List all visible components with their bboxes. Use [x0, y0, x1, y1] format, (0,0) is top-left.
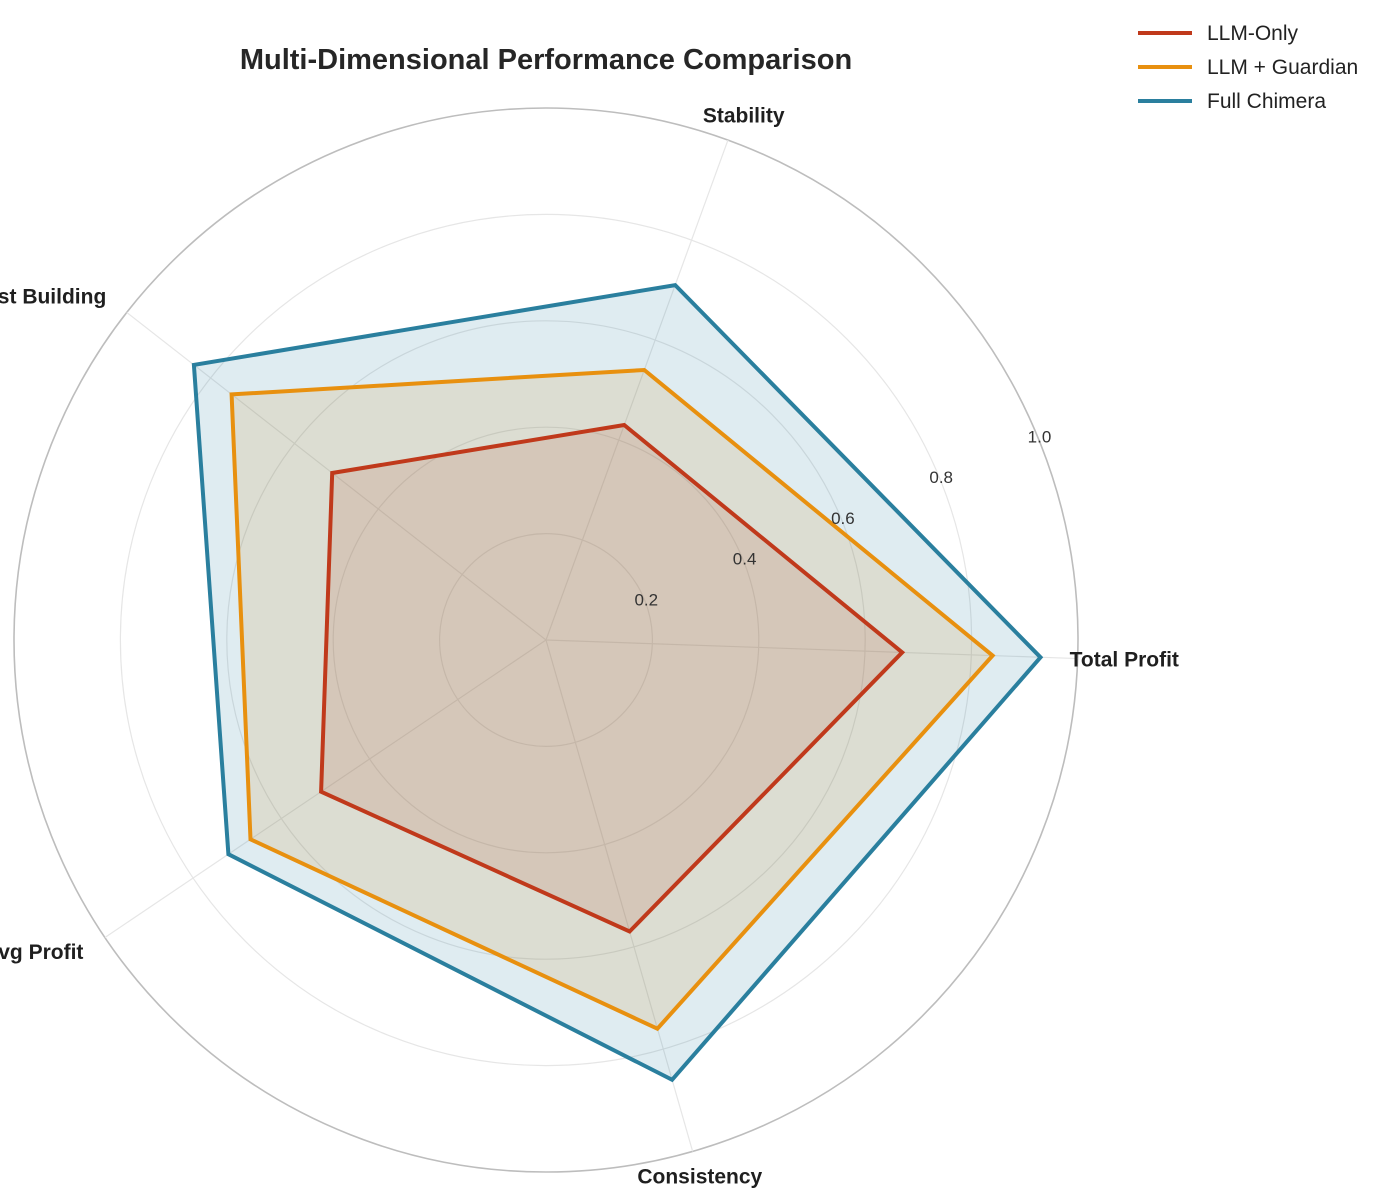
grid-ring — [332, 426, 760, 854]
series-point-2-2 — [192, 363, 195, 366]
spoke-line — [545, 639, 694, 1152]
series-point-1-0 — [991, 654, 994, 657]
grid-ring — [226, 320, 866, 960]
series-point-0-3 — [320, 790, 323, 793]
series-point-2-4 — [671, 1078, 674, 1081]
r-tick-label: 0.8 — [929, 468, 953, 487]
series-point-0-1 — [623, 424, 626, 427]
series-point-0-0 — [901, 651, 904, 654]
r-tick-label: 0.6 — [831, 509, 855, 528]
legend-label: Full Chimera — [1207, 90, 1326, 113]
r-tick-label: 0.4 — [733, 550, 757, 569]
series-line-2 — [191, 282, 1044, 1083]
series-point-1-1 — [643, 369, 646, 372]
chart-title: Multi-Dimensional Performance Comparison — [240, 44, 852, 76]
series-point-1-2 — [230, 393, 233, 396]
spoke-line — [545, 139, 729, 641]
legend-label: LLM + Guardian — [1207, 56, 1358, 79]
axis-labels: Total Profit Stability Trust Building Avg P… — [0, 105, 1179, 1189]
grid-ring — [439, 532, 654, 747]
series-line-1 — [229, 367, 996, 1032]
series-point-0-2 — [331, 471, 334, 474]
spoke-line — [104, 639, 547, 938]
r-tick-label: 0.2 — [634, 590, 658, 609]
series-point-1-4 — [656, 1027, 659, 1030]
spoke-line — [545, 639, 1078, 660]
series-point-1-3 — [249, 838, 252, 841]
axis-label: Consistency — [637, 1165, 762, 1188]
legend-label: LLM-Only — [1207, 22, 1299, 45]
series-area-0 — [321, 425, 903, 932]
radial-tick-labels: 0.2 0.4 0.6 0.8 1.0 — [634, 427, 1051, 609]
axis-label: Total Profit — [1070, 648, 1179, 671]
r-tick-label: 1.0 — [1028, 427, 1052, 446]
legend: LLM-Only LLM + Guardian Full Chimera — [1138, 22, 1358, 113]
series-layer — [191, 282, 1044, 1083]
axis-label: Avg Profit — [0, 941, 83, 964]
axis-label: Trust Building — [0, 285, 106, 308]
series-area-1 — [231, 370, 993, 1029]
axis-label: Stability — [703, 105, 785, 128]
spoke-line — [126, 311, 547, 641]
series-point-2-1 — [674, 284, 677, 287]
series-point-2-3 — [227, 853, 230, 856]
outer-ring — [13, 107, 1079, 1173]
series-line-0 — [319, 422, 906, 934]
series-area-2 — [193, 285, 1041, 1080]
series-point-2-0 — [1039, 656, 1042, 659]
series-point-0-4 — [628, 930, 631, 933]
